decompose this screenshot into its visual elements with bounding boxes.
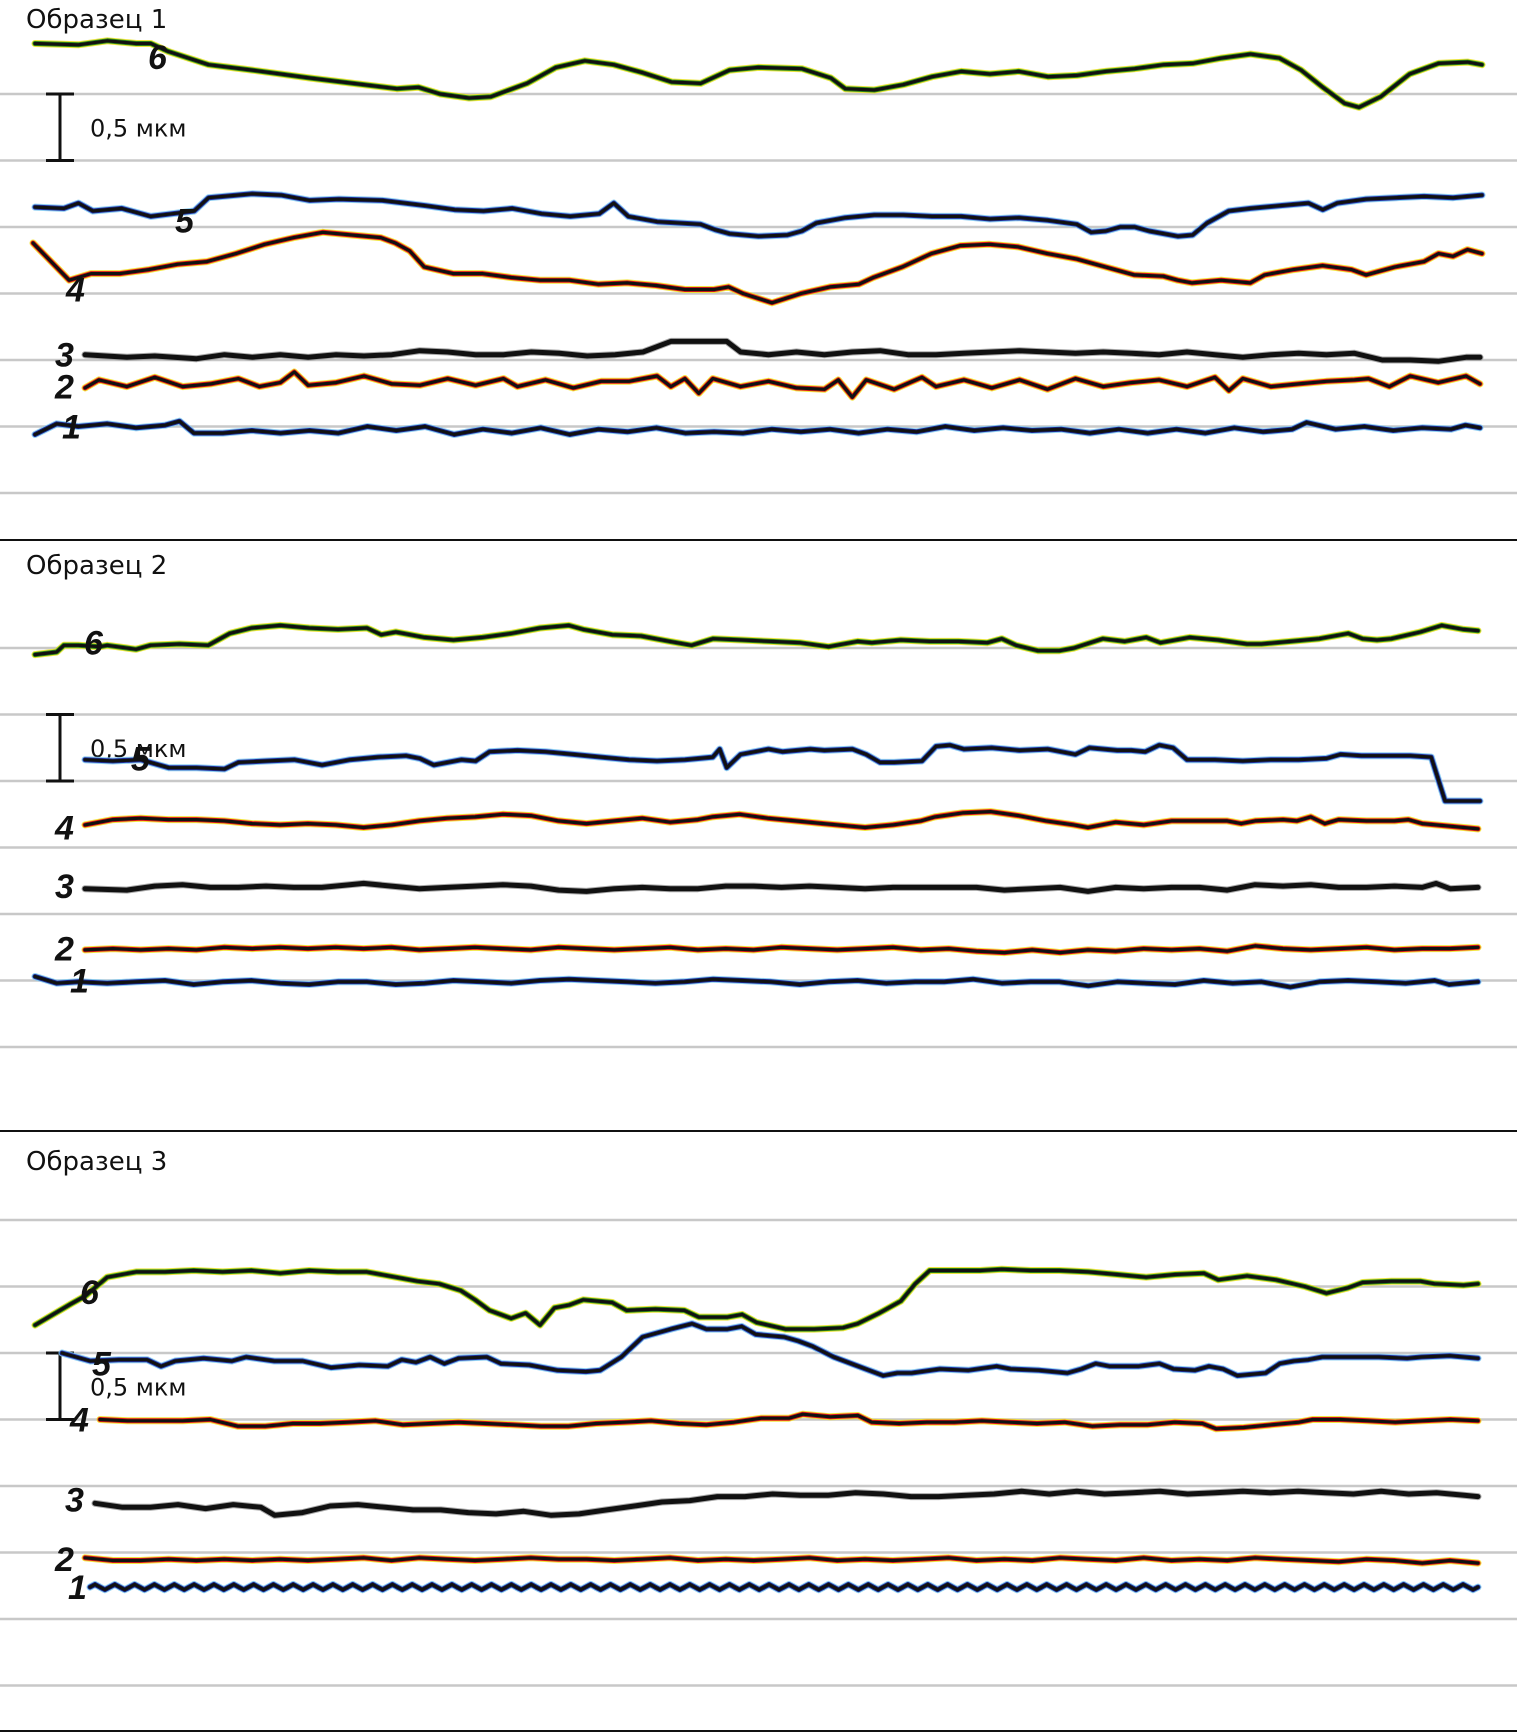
curve-line [83,944,1480,955]
curve-label-2: 2 [54,931,74,969]
curve-line [83,743,1482,803]
curve-line [33,192,1484,238]
curve-line [33,1267,1480,1331]
scale-bar-label: 0,5 мкм [90,1373,187,1401]
curve-line [31,230,1484,305]
curve-label-2: 2 [54,369,74,407]
series-curve-4 [96,1410,1482,1433]
curve-label-3: 3 [55,868,74,906]
panel-sample-3: Образец 3 0,5 мкм 6 54 3 21 [0,1147,1517,1732]
panel-sample-1: Образец 1 0,5 мкм 6 5 4 321 [0,5,1517,541]
curve-line [33,623,1480,657]
panel-title: Образец 1 [26,5,167,35]
curve-halo [31,37,1486,111]
curve-label-6: 6 [148,39,168,77]
series-curve-6 [31,37,1486,111]
series-curve-3 [91,1487,1482,1519]
curve-label-5: 5 [92,1346,112,1384]
curve-label-5: 5 [175,202,195,240]
curve-line [88,1582,1480,1592]
curve-color [82,742,1483,804]
curve-label-2: 2 [54,1541,74,1579]
curve-halo [31,190,1486,240]
curve-line [83,881,1480,893]
series-curve-4 [81,808,1482,833]
series-curve-2 [81,942,1482,957]
curve-label-1: 1 [70,963,89,1001]
panel-title: Образец 2 [26,551,167,581]
curve-label-4: 4 [54,810,74,848]
curve-line [33,39,1484,109]
curve-line [83,1556,1480,1565]
series-curve-6 [31,1265,1482,1333]
series-curve-1 [86,1580,1482,1594]
curve-label-4: 4 [65,272,85,310]
scale-bar [46,713,74,783]
curve-label-1: 1 [68,1569,87,1607]
series-curve-2 [81,368,1484,401]
curve-label-6: 6 [80,1274,100,1312]
curve-line [33,419,1482,437]
curve-label-4: 4 [69,1402,89,1440]
curve-color [30,229,1485,306]
panel-title: Образец 3 [26,1147,167,1177]
curve-line [93,1489,1480,1517]
series-curve-5 [31,190,1486,240]
curve-color [59,1321,1481,1379]
curve-line [98,1412,1480,1431]
curve-label-1: 1 [62,409,81,447]
series-curve-3 [81,337,1484,365]
curve-line [83,810,1480,831]
curve-line [83,370,1482,399]
curve-halo [58,1320,1482,1380]
curve-line [60,1322,1480,1378]
series-curve-5 [81,741,1484,805]
curve-color [32,191,1485,239]
scale-bar-label: 0,5 мкм [90,114,187,142]
curve-line [83,339,1482,363]
series-curve-3 [81,879,1482,895]
curve-label-3: 3 [65,1481,84,1519]
curve-line [33,974,1480,989]
curve-color [32,38,1485,110]
series-curve-2 [81,1554,1482,1567]
curve-halo [29,228,1486,307]
scale-bar [46,92,74,162]
series-curve-6 [31,621,1482,659]
series-curve-5 [58,1320,1482,1380]
series-curve-1 [31,973,1482,991]
curve-label-3: 3 [55,337,74,375]
series-curve-1 [31,417,1484,438]
curve-label-5: 5 [131,740,151,778]
curve-label-6: 6 [84,625,104,663]
series-curve-4 [29,228,1486,307]
